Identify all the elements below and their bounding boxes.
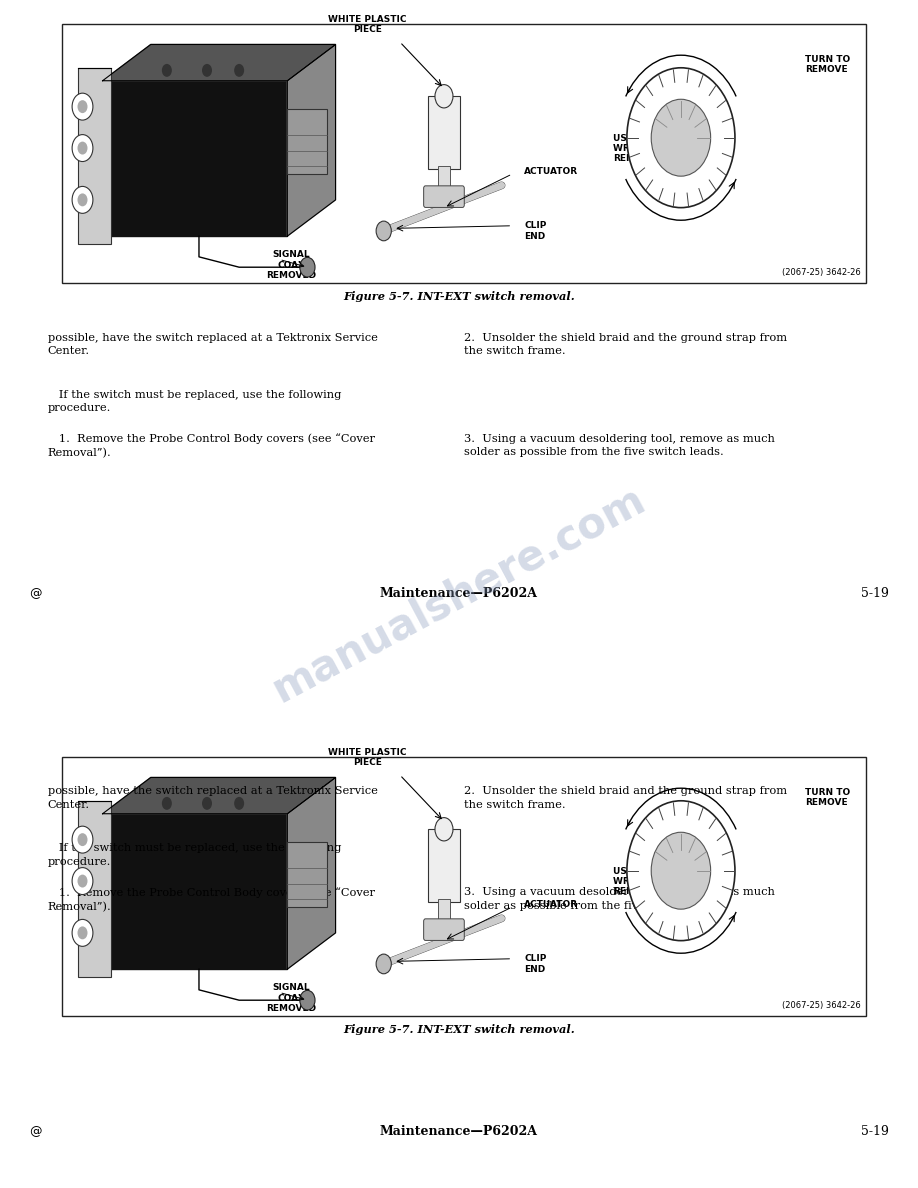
Text: USE 7/16 INCH
WRENCH TO
REMOVE: USE 7/16 INCH WRENCH TO REMOVE bbox=[612, 133, 687, 163]
Polygon shape bbox=[287, 44, 336, 236]
Text: possible, have the switch replaced at a Tektronix Service
Center.: possible, have the switch replaced at a … bbox=[48, 333, 377, 356]
Text: SIGNAL
COAX
REMOVED: SIGNAL COAX REMOVED bbox=[266, 251, 317, 280]
Circle shape bbox=[627, 801, 735, 941]
Circle shape bbox=[73, 867, 93, 895]
Bar bbox=[287, 842, 328, 906]
Text: Maintenance—P6202A: Maintenance—P6202A bbox=[380, 587, 538, 600]
Circle shape bbox=[234, 797, 244, 810]
Text: WHITE PLASTIC
PIECE: WHITE PLASTIC PIECE bbox=[329, 14, 407, 34]
Text: 5-19: 5-19 bbox=[861, 587, 889, 600]
Bar bbox=[79, 68, 111, 244]
Circle shape bbox=[300, 258, 315, 277]
Circle shape bbox=[435, 817, 453, 841]
Circle shape bbox=[162, 797, 172, 810]
Text: If the switch must be replaced, use the following
procedure.: If the switch must be replaced, use the … bbox=[48, 843, 341, 867]
Text: (2067-25) 3642-26: (2067-25) 3642-26 bbox=[782, 267, 861, 277]
Text: (2067-25) 3642-26: (2067-25) 3642-26 bbox=[782, 1000, 861, 1010]
Circle shape bbox=[435, 84, 453, 108]
Circle shape bbox=[73, 187, 93, 214]
Polygon shape bbox=[287, 777, 336, 969]
Circle shape bbox=[73, 93, 93, 120]
Circle shape bbox=[651, 833, 711, 909]
FancyArrowPatch shape bbox=[386, 185, 501, 230]
Circle shape bbox=[73, 134, 93, 162]
Text: SIGNAL
COAX
REMOVED: SIGNAL COAX REMOVED bbox=[266, 984, 317, 1013]
Text: Maintenance—P6202A: Maintenance—P6202A bbox=[380, 1125, 538, 1138]
Circle shape bbox=[651, 100, 711, 176]
Bar bbox=[428, 96, 460, 169]
Text: TURN TO
REMOVE: TURN TO REMOVE bbox=[805, 55, 851, 74]
Text: 3.  Using a vacuum desoldering tool, remove as much
solder as possible from the : 3. Using a vacuum desoldering tool, remo… bbox=[464, 434, 775, 457]
Text: 3.  Using a vacuum desoldering tool, remove as much
solder as possible from the : 3. Using a vacuum desoldering tool, remo… bbox=[464, 887, 775, 911]
FancyBboxPatch shape bbox=[424, 918, 465, 941]
Bar bbox=[62, 757, 866, 1016]
Text: 1.  Remove the Probe Control Body covers (see “Cover
Removal”).: 1. Remove the Probe Control Body covers … bbox=[48, 887, 375, 912]
Circle shape bbox=[73, 826, 93, 853]
Text: Figure 5-7. INT-EXT switch removal.: Figure 5-7. INT-EXT switch removal. bbox=[343, 291, 575, 302]
Circle shape bbox=[77, 927, 87, 940]
Circle shape bbox=[234, 64, 244, 77]
FancyBboxPatch shape bbox=[424, 185, 465, 208]
Circle shape bbox=[77, 194, 87, 207]
Bar bbox=[438, 899, 451, 923]
Text: @: @ bbox=[29, 587, 42, 600]
Text: CLIP
END: CLIP END bbox=[524, 954, 546, 974]
Text: possible, have the switch replaced at a Tektronix Service
Center.: possible, have the switch replaced at a … bbox=[48, 786, 377, 810]
Circle shape bbox=[202, 64, 212, 77]
Bar bbox=[438, 166, 451, 190]
Bar bbox=[103, 81, 287, 236]
Text: If the switch must be replaced, use the following
procedure.: If the switch must be replaced, use the … bbox=[48, 390, 341, 413]
Text: ACTUATOR: ACTUATOR bbox=[524, 166, 578, 176]
Text: TURN TO
REMOVE: TURN TO REMOVE bbox=[805, 788, 851, 807]
Circle shape bbox=[376, 221, 391, 241]
Text: ACTUATOR: ACTUATOR bbox=[524, 899, 578, 909]
Circle shape bbox=[376, 954, 391, 974]
Text: 5-19: 5-19 bbox=[861, 1125, 889, 1138]
Circle shape bbox=[77, 833, 87, 846]
Bar bbox=[62, 24, 866, 283]
Polygon shape bbox=[103, 777, 336, 814]
Text: 2.  Unsolder the shield braid and the ground strap from
the switch frame.: 2. Unsolder the shield braid and the gro… bbox=[464, 786, 787, 810]
Text: WHITE PLASTIC
PIECE: WHITE PLASTIC PIECE bbox=[329, 747, 407, 767]
Circle shape bbox=[627, 68, 735, 208]
Circle shape bbox=[162, 64, 172, 77]
Bar bbox=[428, 829, 460, 902]
Text: 1.  Remove the Probe Control Body covers (see “Cover
Removal”).: 1. Remove the Probe Control Body covers … bbox=[48, 434, 375, 459]
FancyArrowPatch shape bbox=[386, 185, 501, 230]
Circle shape bbox=[300, 991, 315, 1010]
Polygon shape bbox=[103, 44, 336, 81]
FancyArrowPatch shape bbox=[386, 918, 501, 963]
Circle shape bbox=[77, 141, 87, 154]
FancyArrowPatch shape bbox=[386, 918, 501, 963]
Circle shape bbox=[77, 100, 87, 113]
Text: Figure 5-7. INT-EXT switch removal.: Figure 5-7. INT-EXT switch removal. bbox=[343, 1024, 575, 1035]
Text: @: @ bbox=[29, 1125, 42, 1138]
Circle shape bbox=[77, 874, 87, 887]
Text: CLIP
END: CLIP END bbox=[524, 221, 546, 241]
Text: USE 7/16 INCH
WRENCH TO
REMOVE: USE 7/16 INCH WRENCH TO REMOVE bbox=[612, 866, 687, 896]
Circle shape bbox=[202, 797, 212, 810]
Text: 2.  Unsolder the shield braid and the ground strap from
the switch frame.: 2. Unsolder the shield braid and the gro… bbox=[464, 333, 787, 356]
Bar bbox=[287, 109, 328, 173]
Bar bbox=[79, 801, 111, 977]
Text: manualshere.com: manualshere.com bbox=[265, 478, 653, 710]
Bar bbox=[103, 814, 287, 969]
Circle shape bbox=[73, 920, 93, 947]
